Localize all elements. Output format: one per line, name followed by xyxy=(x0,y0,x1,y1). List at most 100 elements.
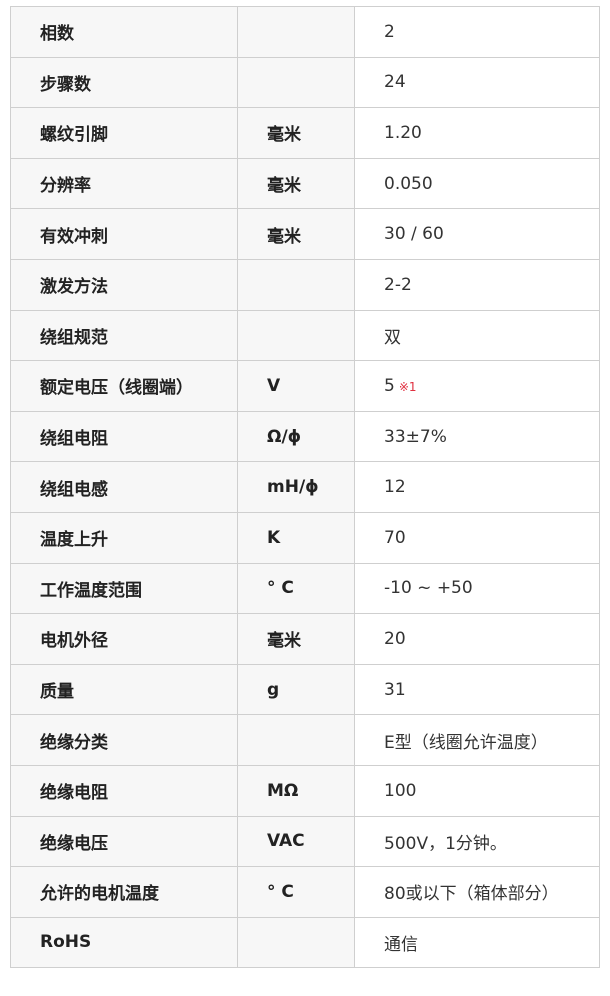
spec-name: 绕组电阻 xyxy=(10,410,238,463)
spec-unit: mH/ϕ xyxy=(237,461,355,513)
footnote-marker: ※1 xyxy=(398,379,417,394)
spec-name: 绝缘电压 xyxy=(10,815,238,868)
table-row: 步骤数 24 xyxy=(10,56,600,109)
spec-unit: VAC xyxy=(237,815,355,868)
spec-unit xyxy=(237,6,355,58)
spec-unit-text: K xyxy=(267,527,281,548)
spec-unit-text: MΩ xyxy=(267,780,299,801)
spec-value-text: 80或以下（箱体部分） xyxy=(384,884,559,905)
spec-name-text: 有效冲刺 xyxy=(40,226,108,247)
spec-name-text: 工作温度范围 xyxy=(40,580,142,601)
spec-value-text: 2-2 xyxy=(384,274,412,295)
spec-name-text: 质量 xyxy=(40,682,74,703)
spec-unit-text: VAC xyxy=(267,831,305,852)
spec-name: 步骤数 xyxy=(10,56,238,109)
spec-value-text: 双 xyxy=(384,327,401,348)
spec-unit-text: Ω/ϕ xyxy=(267,426,302,447)
spec-name-text: 绕组电阻 xyxy=(40,429,108,450)
table-row: 工作温度范围 ° C -10 ~ +50 xyxy=(10,562,600,615)
spec-name: 允许的电机温度 xyxy=(10,866,238,918)
spec-name-text: 额定电压（线圈端） xyxy=(40,378,193,399)
spec-name: 激发方法 xyxy=(10,258,238,311)
spec-unit: V xyxy=(237,360,355,412)
spec-value: 双 xyxy=(354,309,600,362)
spec-unit-text: ° C xyxy=(267,578,294,599)
spec-value-text: 31 xyxy=(384,679,406,700)
spec-name-text: 螺纹引脚 xyxy=(40,125,108,146)
spec-name: 有效冲刺 xyxy=(10,208,238,260)
spec-name-text: 激发方法 xyxy=(40,277,108,298)
spec-value-text: 33±7% xyxy=(384,426,447,447)
spec-value: 通信 xyxy=(354,916,600,969)
spec-unit-text: 毫米 xyxy=(267,176,301,197)
table-row: 允许的电机温度 ° C 80或以下（箱体部分） xyxy=(10,866,600,918)
spec-unit: K xyxy=(237,511,355,564)
table-row: 激发方法 2-2 xyxy=(10,258,600,311)
spec-name-text: 绝缘电阻 xyxy=(40,783,108,804)
spec-value: 5 ※1 xyxy=(354,360,600,412)
spec-unit-text: 毫米 xyxy=(267,125,301,146)
spec-value: 31 xyxy=(354,663,600,716)
spec-name: 电机外径 xyxy=(10,613,238,665)
spec-value-text: -10 ~ +50 xyxy=(384,578,473,599)
spec-value: 20 xyxy=(354,613,600,665)
spec-unit xyxy=(237,258,355,311)
spec-name-text: 温度上升 xyxy=(40,530,108,551)
spec-name: 绝缘电阻 xyxy=(10,764,238,817)
spec-value-text: 通信 xyxy=(384,934,418,955)
table-row: 有效冲刺 毫米 30 / 60 xyxy=(10,208,600,260)
spec-unit xyxy=(237,309,355,362)
spec-value: E型（线圈允许温度） xyxy=(354,714,600,766)
table-row: 相数 2 xyxy=(10,6,600,58)
spec-unit: ° C xyxy=(237,866,355,918)
spec-name-text: 绝缘电压 xyxy=(40,833,108,854)
spec-value-text: 30 / 60 xyxy=(384,224,444,245)
spec-value: -10 ~ +50 xyxy=(354,562,600,615)
table-row: 绕组电感 mH/ϕ 12 xyxy=(10,461,600,513)
table-row: 螺纹引脚 毫米 1.20 xyxy=(10,107,600,159)
spec-table: 相数 2 步骤数 24 螺纹引脚 毫米 1.20 分辨率 毫米 0.050 有效冲刺 毫米 30 / 6… xyxy=(10,6,600,969)
spec-unit: MΩ xyxy=(237,764,355,817)
spec-value: 0.050 xyxy=(354,157,600,210)
spec-value: 24 xyxy=(354,56,600,109)
spec-value: 2 xyxy=(354,6,600,58)
table-row: 绝缘电阻 MΩ 100 xyxy=(10,764,600,817)
spec-value: 30 / 60 xyxy=(354,208,600,260)
spec-value-text: 1.20 xyxy=(384,122,422,143)
spec-unit-text: 毫米 xyxy=(267,631,301,652)
spec-name: 绕组电感 xyxy=(10,461,238,513)
spec-value: 1.20 xyxy=(354,107,600,159)
table-row: 电机外径 毫米 20 xyxy=(10,613,600,665)
spec-name: 额定电压（线圈端） xyxy=(10,360,238,412)
spec-name: 工作温度范围 xyxy=(10,562,238,615)
spec-name-text: 步骤数 xyxy=(40,74,91,95)
table-row: 温度上升 K 70 xyxy=(10,511,600,564)
spec-name: 相数 xyxy=(10,6,238,58)
spec-value: 80或以下（箱体部分） xyxy=(354,866,600,918)
table-row: 质量 g 31 xyxy=(10,663,600,716)
spec-unit-text: V xyxy=(267,375,281,396)
spec-unit-text: 毫米 xyxy=(267,226,301,247)
table-row: RoHS 通信 xyxy=(10,916,600,969)
table-row: 绝缘电压 VAC 500V，1分钟。 xyxy=(10,815,600,868)
spec-name: 温度上升 xyxy=(10,511,238,564)
spec-name: 螺纹引脚 xyxy=(10,107,238,159)
table-row: 分辨率 毫米 0.050 xyxy=(10,157,600,210)
spec-name: 绕组规范 xyxy=(10,309,238,362)
spec-unit xyxy=(237,56,355,109)
spec-value-text: 100 xyxy=(384,780,417,801)
spec-value: 12 xyxy=(354,461,600,513)
table-row: 绝缘分类 E型（线圈允许温度） xyxy=(10,714,600,766)
spec-value-text: 0.050 xyxy=(384,173,433,194)
spec-name-text: 分辨率 xyxy=(40,176,91,197)
spec-name: 质量 xyxy=(10,663,238,716)
spec-value: 2-2 xyxy=(354,258,600,311)
spec-name: 绝缘分类 xyxy=(10,714,238,766)
spec-value-text: 20 xyxy=(384,628,406,649)
spec-value: 33±7% xyxy=(354,410,600,463)
spec-name: 分辨率 xyxy=(10,157,238,210)
table-row: 绕组电阻 Ω/ϕ 33±7% xyxy=(10,410,600,463)
spec-value-text: 24 xyxy=(384,72,406,93)
spec-unit xyxy=(237,916,355,969)
spec-name-text: 绝缘分类 xyxy=(40,732,108,753)
